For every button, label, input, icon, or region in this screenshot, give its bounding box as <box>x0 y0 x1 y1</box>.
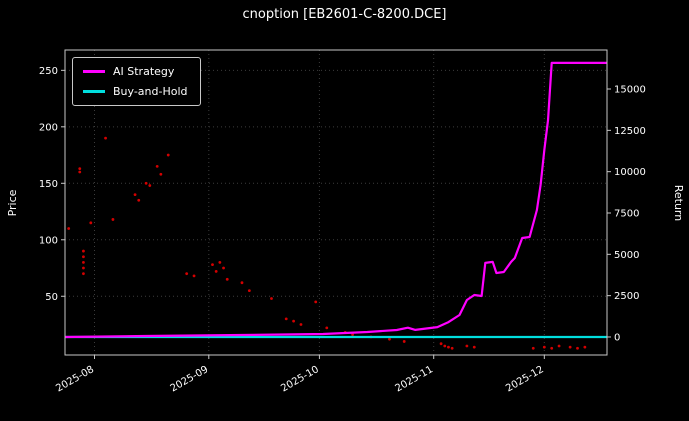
price-scatter-point <box>148 184 152 187</box>
plot-border <box>64 49 608 356</box>
right-y-tick-label: 2500 <box>614 291 639 302</box>
price-scatter-point <box>133 193 137 196</box>
price-scatter-point <box>450 346 454 350</box>
legend-item-ai-strategy: AI Strategy <box>83 65 188 78</box>
price-scatter-point <box>465 344 469 348</box>
grid-lines <box>65 50 607 355</box>
price-scatter-point <box>89 221 93 225</box>
left-y-tick-label: 50 <box>45 292 58 303</box>
price-scatter-point <box>82 249 85 253</box>
price-scatter-point <box>439 342 443 346</box>
price-scatter-point <box>78 170 82 174</box>
price-scatter-point <box>222 266 225 270</box>
legend-item-buy-and-hold: Buy-and-Hold <box>83 85 188 98</box>
right-y-tick-label: 15000 <box>614 85 646 96</box>
price-scatter-point <box>299 323 303 326</box>
legend-label-buy-and-hold: Buy-and-Hold <box>113 85 188 98</box>
price-scatter-point <box>211 263 214 267</box>
price-scatter-point <box>583 345 587 349</box>
price-scatter-point <box>292 319 295 323</box>
x-tick-label: 2025-08 <box>54 364 96 394</box>
price-scatter-point <box>314 300 318 304</box>
price-scatter-point <box>531 346 535 350</box>
price-scatter-point <box>247 289 251 293</box>
price-scatter-point <box>159 172 163 176</box>
left-y-tick-label: 250 <box>39 66 58 77</box>
x-tick-label: 2025-12 <box>504 364 546 394</box>
price-scatter-point <box>82 260 85 264</box>
price-scatter-point <box>144 181 148 185</box>
price-scatter-point <box>104 136 107 140</box>
right-axis-label: Return <box>672 185 685 222</box>
price-scatter-point <box>78 167 82 171</box>
left-y-tick-label: 100 <box>39 235 58 246</box>
right-y-tick-label: 5000 <box>614 250 639 261</box>
x-tick-label: 2025-11 <box>394 364 436 394</box>
right-y-tick-label: 10000 <box>614 167 646 178</box>
legend-label-ai-strategy: AI Strategy <box>113 65 175 78</box>
price-scatter-point <box>82 272 85 276</box>
price-scatter-point <box>325 326 329 330</box>
data-series <box>64 61 607 350</box>
legend: AI Strategy Buy-and-Hold <box>72 57 201 106</box>
price-scatter-point <box>137 198 141 202</box>
price-scatter-point <box>443 344 447 348</box>
price-scatter-point <box>185 272 189 276</box>
price-scatter-point <box>67 227 71 230</box>
price-scatter-point <box>576 346 579 350</box>
price-scatter-point <box>225 277 229 281</box>
price-scatter-point <box>218 260 222 264</box>
price-scatter-point <box>192 274 196 278</box>
left-y-tick-label: 200 <box>39 122 58 133</box>
chart-title: cnoption [EB2601-C-8200.DCE] <box>242 7 447 22</box>
price-scatter-point <box>240 281 244 285</box>
right-y-tick-label: 0 <box>614 332 620 343</box>
price-scatter-point <box>155 164 159 168</box>
price-scatter-point <box>568 345 572 349</box>
price-scatter-point <box>284 317 288 321</box>
right-y-tick-label: 7500 <box>614 208 639 219</box>
x-tick-label: 2025-09 <box>169 364 211 394</box>
price-scatter-point <box>557 344 561 348</box>
price-scatter-point <box>542 345 546 349</box>
price-scatter-point <box>402 340 406 343</box>
price-scatter-point <box>166 153 170 157</box>
left-axis-label: Price <box>6 189 19 216</box>
price-scatter-point <box>351 333 354 337</box>
x-tick-label: 2025-10 <box>279 364 321 394</box>
price-scatter-point <box>82 266 85 270</box>
left-y-tick-label: 150 <box>39 179 58 190</box>
ai-strategy-line-swatch <box>83 70 105 73</box>
buy-and-hold-line-swatch <box>83 90 105 93</box>
price-scatter-point <box>270 297 273 300</box>
price-scatter-point <box>82 255 85 259</box>
price-scatter-point <box>388 337 391 341</box>
price-scatter-point <box>447 345 450 349</box>
right-y-tick-label: 12500 <box>614 126 646 137</box>
price-scatter-point <box>214 270 218 273</box>
ai-strategy-line <box>64 61 607 339</box>
price-scatter-point <box>550 346 554 350</box>
price-scatter-point <box>472 345 476 349</box>
price-scatter-point <box>111 218 115 221</box>
